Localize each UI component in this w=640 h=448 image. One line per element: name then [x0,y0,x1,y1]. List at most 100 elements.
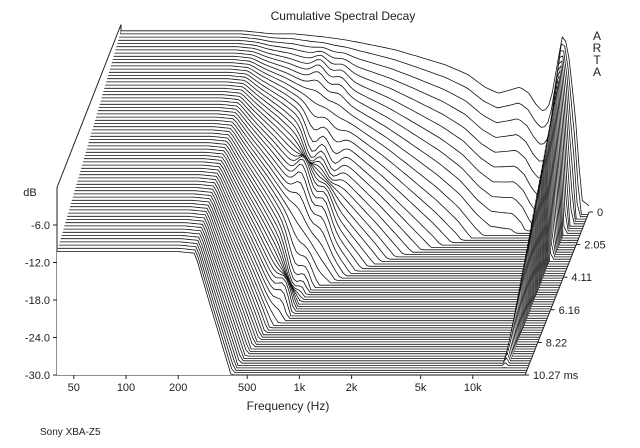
slice-line [100,100,569,265]
y-axis-label: dB [23,187,36,199]
watermark-letter: A [593,29,601,43]
slice-line [64,225,533,357]
slice-line [81,167,550,314]
slice-line [91,132,560,288]
watermark-letter: T [593,53,601,67]
slice-line [104,87,573,255]
x-tick-label: 5k [415,382,427,394]
slice-line [102,94,571,260]
slice-line [89,139,558,293]
x-tick-label: 500 [238,382,256,394]
slice-line [60,238,529,366]
top-depth-edge [56,24,122,188]
x-tick-label: 50 [68,382,80,394]
slice-line [106,81,575,251]
time-tick-label: 4.11 [571,272,592,284]
x-tick-label: 1k [294,382,306,394]
slice-line [111,62,580,236]
slice-line [103,91,572,258]
slice-fill [57,251,525,375]
slice-line [98,107,567,270]
slice-line [70,206,538,343]
slice-line [114,52,583,229]
slice-line [67,215,536,350]
slice-line [76,183,545,326]
slice-line [120,33,589,215]
slice-line [87,145,556,298]
slice-line [83,158,552,307]
y-tick-label: -18.0 [25,295,50,307]
slice-line [57,247,526,373]
time-tick-label: 6.16 [559,305,580,317]
slice-line [101,97,570,262]
slice-line [112,59,581,234]
slice-line [79,174,548,319]
x-tick-label: 2k [346,382,358,394]
slice-line [107,78,576,248]
chart-title: Cumulative Spectral Decay [271,9,416,23]
y-tick-label: -24.0 [25,333,50,345]
y-tick-label: -30.0 [25,370,50,382]
x-tick-label: 200 [169,382,187,394]
slice-line [97,110,566,272]
slice-line [117,43,586,222]
x-axis-label: Frequency (Hz) [247,399,330,413]
slice-line [109,68,578,241]
slice-line [62,231,531,362]
watermark-letter: A [593,65,601,79]
slice-line [71,199,540,338]
time-tick-label: 0 [597,207,603,219]
slice-line [82,164,550,312]
x-tick-label: 10k [464,382,482,394]
y-tick-label: -6.0 [31,220,50,232]
slice-line [70,203,539,340]
device-note: Sony XBA-Z5 [40,427,101,438]
slice-line [121,30,590,207]
slice-line [63,228,532,359]
slice-line [113,55,582,232]
slice-line [75,187,544,329]
slice-line [110,65,579,239]
slice-line [93,126,562,284]
axis-labels: 50 100 200 500 1k 2k 5k 10k -6.0 -12.0 -18.0 -24.0 -… [25,207,606,394]
slice-line [69,209,538,345]
slice-line [105,84,574,253]
x-tick-label: 100 [117,382,135,394]
slice-line [92,129,561,286]
slice-line [86,148,555,300]
slice-line [57,251,525,376]
slice-line [58,244,527,371]
right-depth-edge [524,211,590,376]
time-tick-label: 2.05 [584,240,605,252]
slice-line [73,193,542,333]
y-tick-label: -12.0 [25,258,50,270]
slice-line [83,161,551,310]
slice-line [116,46,585,225]
slice-line [95,119,563,279]
decay-slices [57,30,590,376]
slice-line [84,155,553,305]
slice-line [90,135,559,291]
slice-line [85,151,554,303]
time-tick-label: 8.22 [546,337,567,349]
slice-line [94,123,563,281]
slice-line [61,235,530,364]
slice-line [72,196,541,336]
slice-line [74,190,543,331]
slice-line [96,113,565,274]
slice-line [66,219,535,352]
slice-line [65,222,534,355]
slice-line [108,71,577,244]
slice-line [119,36,588,218]
slice-line [115,49,584,227]
slice-line [78,177,547,322]
watermark-letter: R [593,41,602,55]
slice-line [88,142,557,296]
slice-line [118,39,587,220]
time-tick-label: 10.27 ms [533,370,579,382]
slice-line [59,241,528,369]
slice-line [96,116,564,277]
